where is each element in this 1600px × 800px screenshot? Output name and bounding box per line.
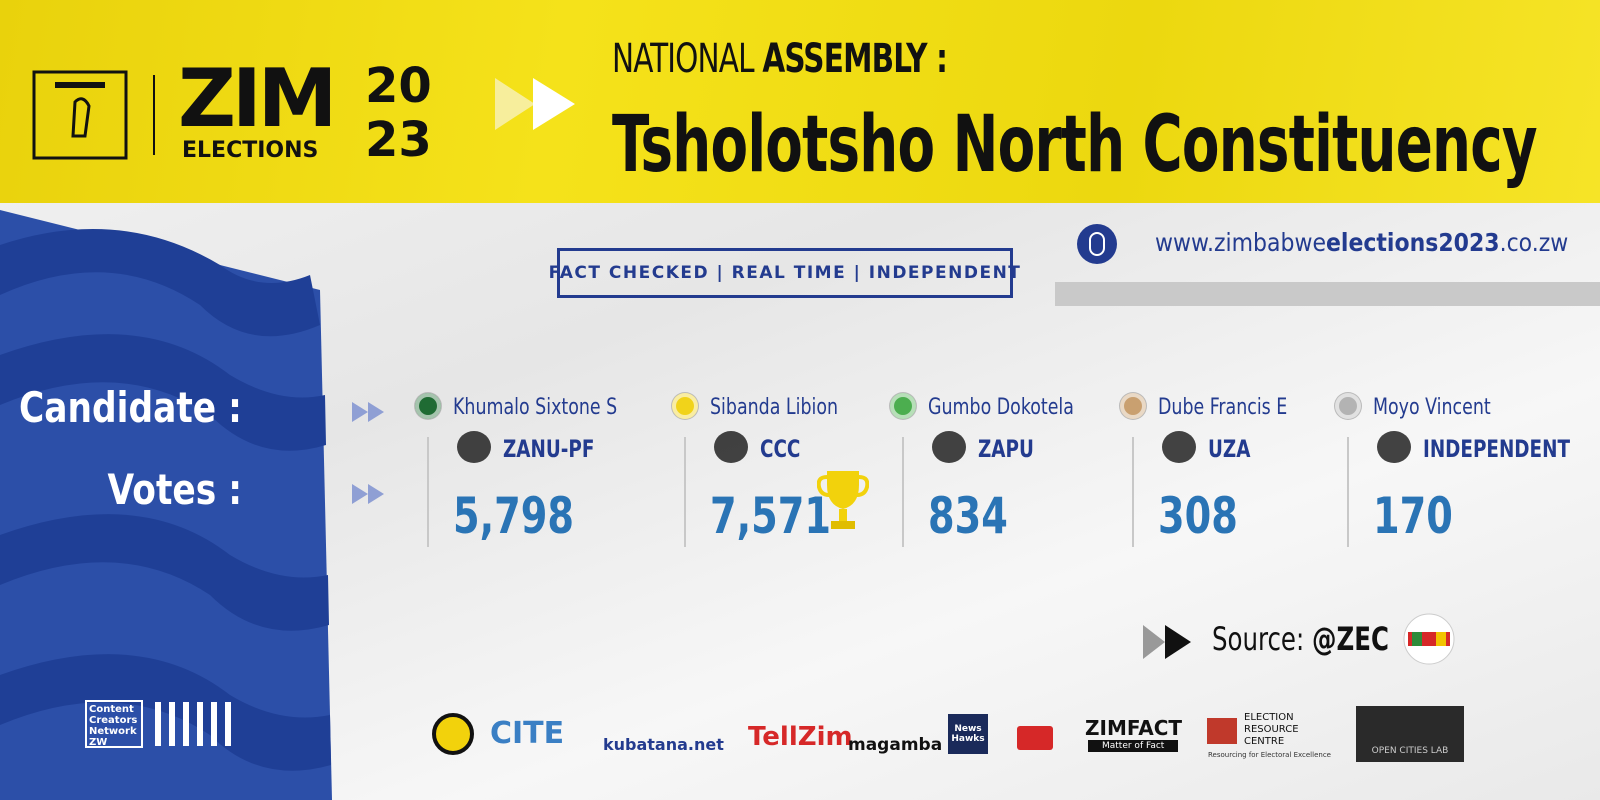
- website[interactable]: www.zimbabweelections2023.co.zw: [1155, 228, 1568, 257]
- trophy-icon: [817, 471, 869, 529]
- vote-count: 170: [1373, 487, 1453, 545]
- partner-erc-icon: [1207, 718, 1237, 744]
- candidate-column: Gumbo Dokotela ZAPU 834: [890, 393, 1110, 547]
- web-suffix: .co.zw: [1499, 228, 1569, 257]
- candidate-column: Moyo Vincent INDEPENDENT 170: [1335, 393, 1570, 547]
- candidate-dot: [672, 393, 698, 419]
- title-bold: ASSEMBLY :: [762, 36, 948, 82]
- vote-count: 7,571: [710, 487, 831, 545]
- candidate-name: Gumbo Dokotela: [928, 395, 1074, 420]
- candidate-name: Dube Francis E: [1158, 395, 1288, 420]
- party-badge: [714, 431, 748, 463]
- partner-zimfact-tag: Matter of Fact: [1088, 740, 1179, 752]
- source-arrow: [1143, 625, 1191, 659]
- partner-erc-tag: Resourcing for Electoral Excellence: [1208, 751, 1331, 759]
- ccn-logo: Content Creators Network ZW: [85, 700, 143, 748]
- partner-tellzim: TellZim: [748, 722, 853, 752]
- arrow-icon: [495, 78, 575, 130]
- vote-count: 834: [928, 487, 1008, 545]
- source-label: Source:: [1212, 620, 1305, 658]
- partner-kubatana: kubatana.net: [603, 735, 724, 754]
- partner-newshawks: News Hawks: [948, 714, 988, 754]
- votes-label: Votes :: [107, 465, 242, 514]
- candidate-column: Khumalo Sixtone S ZANU-PF 5,798: [415, 393, 635, 547]
- party-name: ZANU-PF: [503, 435, 595, 463]
- separator: [684, 437, 686, 547]
- candidate-column: Dube Francis E UZA 308: [1120, 393, 1340, 547]
- logo-year: 20: [365, 58, 432, 114]
- party-badge: [457, 431, 491, 463]
- party-name: ZAPU: [978, 435, 1034, 463]
- mouse-icon: [1077, 224, 1117, 264]
- candidate-dot: [1120, 393, 1146, 419]
- candidate-column: Sibanda Libion CCC 7,571: [672, 393, 892, 547]
- party-name: UZA: [1208, 435, 1251, 463]
- party-badge: [932, 431, 966, 463]
- party-badge: [1162, 431, 1196, 463]
- logo-elections: ELECTIONS: [182, 138, 319, 163]
- party-name: INDEPENDENT: [1423, 435, 1570, 463]
- side-panel: [0, 210, 332, 800]
- ballot-box-icon: [32, 70, 128, 160]
- logo-year: 23: [365, 112, 432, 168]
- constituency-title: Tsholotsho North Constituency: [612, 100, 1538, 190]
- tagline: FACT CHECKED | REAL TIME | INDEPENDENT: [549, 248, 1020, 298]
- vote-count: 308: [1158, 487, 1238, 545]
- partner-erc: ELECTION RESOURCE CENTRE: [1244, 712, 1299, 747]
- partner-magamba: magamba: [848, 735, 943, 755]
- web-prefix: www.zimbabwe: [1155, 228, 1326, 257]
- zec-logo: [1403, 613, 1455, 665]
- grey-bar: [1055, 282, 1600, 306]
- partner-emblem: [432, 713, 474, 755]
- separator: [1347, 437, 1349, 547]
- candidate-label: Candidate :: [19, 383, 242, 432]
- source: Source: @ZEC: [1212, 620, 1389, 658]
- separator: [1132, 437, 1134, 547]
- title-prefix: NATIONAL: [612, 36, 755, 82]
- separator: [427, 437, 429, 547]
- title-prefix: NATIONAL ASSEMBLY :: [612, 36, 948, 82]
- ccn-bars: [155, 702, 231, 746]
- candidate-name: Khumalo Sixtone S: [453, 395, 618, 420]
- vote-count: 5,798: [453, 487, 574, 545]
- logo-zim: ZIM: [178, 52, 337, 145]
- partner-tv: [1017, 726, 1053, 750]
- separator: [902, 437, 904, 547]
- source-handle: @ZEC: [1312, 620, 1389, 658]
- web-bold: elections2023: [1325, 228, 1500, 257]
- party-badge: [1377, 431, 1411, 463]
- candidate-dot: [890, 393, 916, 419]
- partner-ocl: OPEN CITIES LAB: [1356, 706, 1464, 762]
- partner-cite: CITE: [490, 716, 565, 751]
- header-band: [0, 0, 1600, 203]
- partner-zimfact: ZIMFACT: [1085, 716, 1183, 740]
- row-arrows: [352, 402, 384, 504]
- candidate-name: Sibanda Libion: [710, 395, 839, 420]
- candidate-dot: [1335, 393, 1361, 419]
- candidate-name: Moyo Vincent: [1373, 395, 1491, 420]
- candidate-dot: [415, 393, 441, 419]
- divider: [153, 75, 155, 155]
- party-name: CCC: [760, 435, 801, 463]
